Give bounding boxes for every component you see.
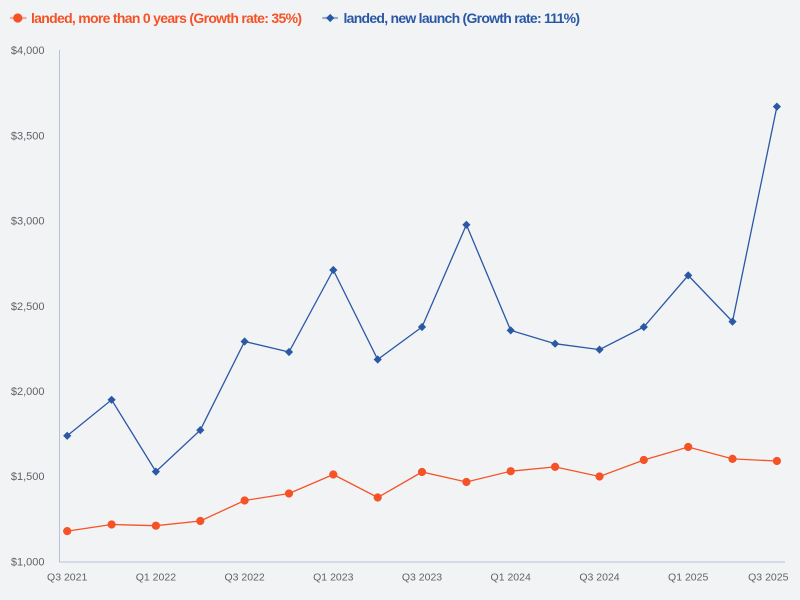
svg-text:$3,500: $3,500 xyxy=(11,130,45,142)
svg-text:landed, new launch (Growth rat: landed, new launch (Growth rate: 111%) xyxy=(344,10,581,26)
svg-text:Q1 2025: Q1 2025 xyxy=(668,572,708,584)
svg-text:$3,000: $3,000 xyxy=(11,216,45,228)
svg-text:Q1 2022: Q1 2022 xyxy=(136,572,176,584)
svg-text:Q3 2025: Q3 2025 xyxy=(748,572,788,584)
svg-text:$1,500: $1,500 xyxy=(11,471,45,483)
svg-text:Q3 2024: Q3 2024 xyxy=(579,572,619,584)
svg-text:Q3 2021: Q3 2021 xyxy=(47,572,87,584)
svg-text:Q1 2023: Q1 2023 xyxy=(313,572,353,584)
svg-text:Q3 2023: Q3 2023 xyxy=(402,572,442,584)
svg-text:Q3 2022: Q3 2022 xyxy=(224,572,264,584)
svg-text:Q1 2024: Q1 2024 xyxy=(491,572,531,584)
svg-text:$2,500: $2,500 xyxy=(11,301,45,313)
svg-text:$4,000: $4,000 xyxy=(11,45,45,57)
svg-text:landed, more than 0 years (Gro: landed, more than 0 years (Growth rate: … xyxy=(31,10,302,26)
svg-text:$1,000: $1,000 xyxy=(11,556,45,568)
svg-text:$2,000: $2,000 xyxy=(11,386,45,398)
